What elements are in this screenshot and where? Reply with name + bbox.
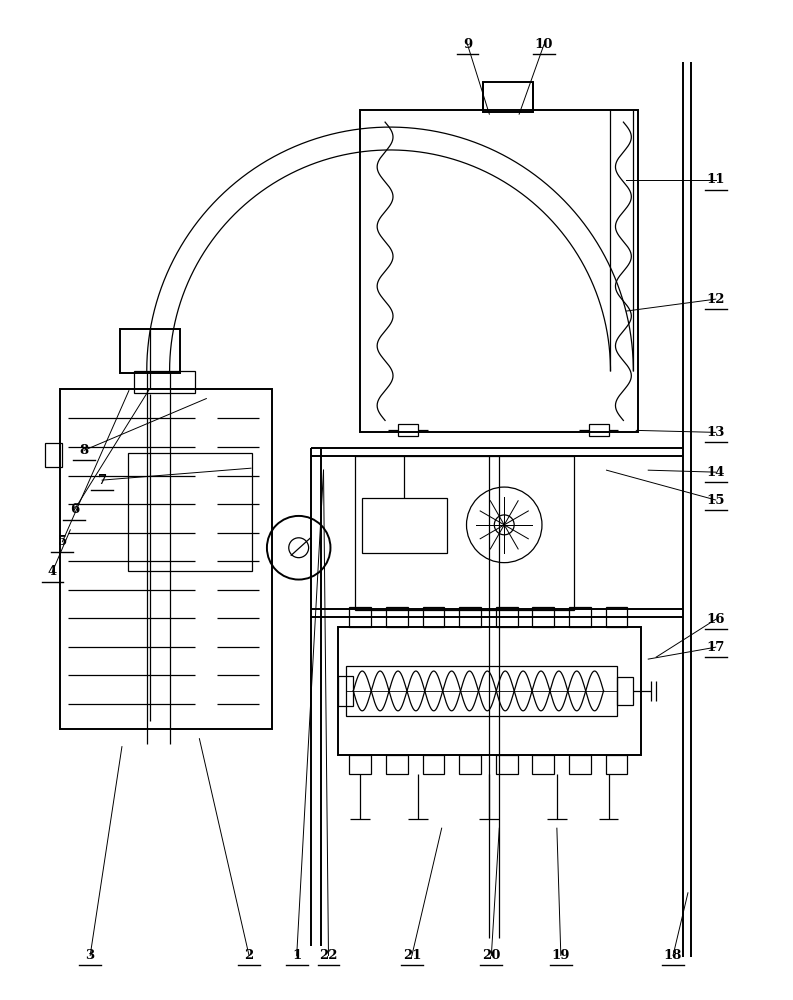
Text: 2: 2: [244, 949, 254, 962]
Text: 18: 18: [664, 949, 682, 962]
Text: 9: 9: [463, 38, 472, 51]
Bar: [398, 424, 418, 436]
Text: 16: 16: [707, 613, 725, 626]
Bar: [423, 607, 444, 627]
Bar: [347, 666, 618, 716]
Text: 10: 10: [534, 38, 554, 51]
Circle shape: [494, 515, 514, 535]
Bar: [386, 607, 408, 627]
Bar: [423, 755, 444, 774]
Text: 20: 20: [482, 949, 500, 962]
Bar: [350, 607, 371, 627]
Bar: [386, 755, 408, 774]
Bar: [459, 607, 481, 627]
Text: 8: 8: [79, 444, 89, 457]
Text: 22: 22: [320, 949, 338, 962]
Bar: [569, 755, 591, 774]
Text: 14: 14: [707, 466, 725, 479]
Bar: [120, 329, 179, 373]
Bar: [532, 755, 554, 774]
Text: 15: 15: [707, 493, 725, 506]
Text: 19: 19: [552, 949, 570, 962]
Text: 4: 4: [48, 565, 57, 578]
Text: 5: 5: [58, 535, 67, 548]
Bar: [360, 110, 638, 432]
Bar: [60, 389, 272, 729]
Bar: [606, 607, 627, 627]
Text: 21: 21: [403, 949, 421, 962]
Bar: [339, 676, 354, 706]
Text: 1: 1: [292, 949, 301, 962]
Bar: [588, 424, 608, 436]
Bar: [128, 453, 252, 571]
Bar: [45, 443, 63, 467]
Text: 17: 17: [707, 641, 725, 654]
Bar: [134, 371, 195, 393]
Bar: [569, 607, 591, 627]
Text: 12: 12: [707, 293, 725, 306]
Bar: [350, 755, 371, 774]
Bar: [362, 498, 446, 553]
Bar: [618, 677, 634, 705]
Bar: [496, 607, 518, 627]
Bar: [355, 456, 574, 610]
Text: 11: 11: [707, 173, 725, 186]
Bar: [339, 627, 642, 755]
Bar: [532, 607, 554, 627]
Text: 3: 3: [86, 949, 94, 962]
Bar: [606, 755, 627, 774]
Bar: [459, 755, 481, 774]
Text: 7: 7: [98, 474, 106, 487]
Bar: [496, 755, 518, 774]
Text: 13: 13: [707, 426, 725, 439]
Text: 6: 6: [70, 503, 79, 516]
Bar: [484, 82, 533, 112]
